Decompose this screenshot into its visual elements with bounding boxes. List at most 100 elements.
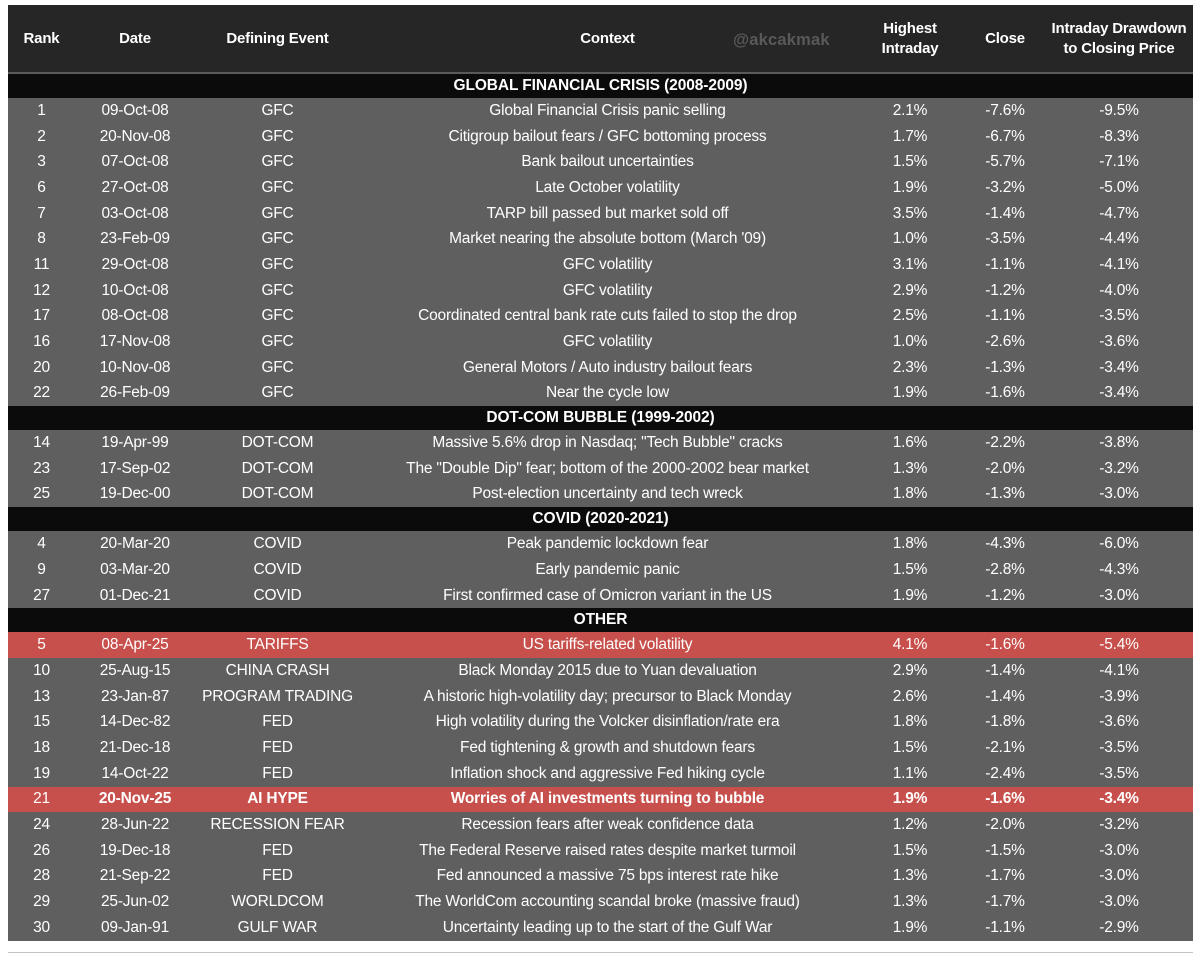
cell-close: -1.5% bbox=[965, 837, 1045, 864]
cell-close: -3.5% bbox=[965, 226, 1045, 253]
cell-context: GFC volatility bbox=[360, 329, 855, 355]
cell-rank: 8 bbox=[8, 226, 75, 253]
table-row: 2 20-Nov-08 GFC Citigroup bailout fears / G… bbox=[8, 123, 1193, 150]
cell-date: 29-Oct-08 bbox=[75, 252, 195, 278]
cell-date: 07-Oct-08 bbox=[75, 149, 195, 176]
cell-date: 09-Jan-91 bbox=[75, 914, 195, 941]
cell-intraday: 3.1% bbox=[855, 252, 965, 278]
cell-context: Black Monday 2015 due to Yuan devaluatio… bbox=[360, 658, 855, 684]
cell-intraday: 2.9% bbox=[855, 658, 965, 684]
cell-rank: 4 bbox=[8, 531, 75, 557]
cell-event: GFC bbox=[195, 98, 360, 124]
drawdown-table-container: Rank Date Defining Event Context Highest Int… bbox=[8, 5, 1193, 941]
cell-context: General Motors / Auto industry bailout f… bbox=[360, 354, 855, 381]
cell-drawdown: -3.0% bbox=[1045, 863, 1193, 890]
cell-intraday: 1.3% bbox=[855, 863, 965, 890]
cell-rank: 27 bbox=[8, 582, 75, 609]
cell-rank: 17 bbox=[8, 303, 75, 330]
cell-intraday: 1.1% bbox=[855, 760, 965, 787]
cell-event: FED bbox=[195, 709, 360, 736]
cell-drawdown: -9.5% bbox=[1045, 98, 1193, 124]
cell-rank: 7 bbox=[8, 200, 75, 227]
cell-date: 20-Mar-20 bbox=[75, 531, 195, 557]
cell-close: -1.3% bbox=[965, 481, 1045, 508]
cell-close: -1.6% bbox=[965, 632, 1045, 659]
table-row: 25 19-Dec-00 DOT-COM Post-election uncertai… bbox=[8, 481, 1193, 508]
cell-date: 17-Sep-02 bbox=[75, 455, 195, 482]
table-row: 4 20-Mar-20 COVID Peak pandemic lockdown fe… bbox=[8, 531, 1193, 557]
cell-context: Inflation shock and aggressive Fed hikin… bbox=[360, 760, 855, 787]
cell-intraday: 2.6% bbox=[855, 683, 965, 710]
cell-intraday: 1.7% bbox=[855, 123, 965, 150]
cell-intraday: 1.3% bbox=[855, 455, 965, 482]
table-row: 24 28-Jun-22 RECESSION FEAR Recession fears… bbox=[8, 812, 1193, 838]
cell-close: -1.8% bbox=[965, 709, 1045, 736]
cell-rank: 14 bbox=[8, 430, 75, 456]
cell-drawdown: -3.0% bbox=[1045, 582, 1193, 609]
cell-close: -6.7% bbox=[965, 123, 1045, 150]
cell-context: Fed tightening & growth and shutdown fea… bbox=[360, 735, 855, 761]
cell-context: Uncertainty leading up to the start of t… bbox=[360, 914, 855, 941]
table-row: 3 07-Oct-08 GFC Bank bailout uncertainties 1… bbox=[8, 149, 1193, 176]
cell-event: COVID bbox=[195, 557, 360, 583]
cell-rank: 12 bbox=[8, 277, 75, 304]
cell-intraday: 2.3% bbox=[855, 354, 965, 381]
cell-event: COVID bbox=[195, 582, 360, 609]
cell-close: -1.6% bbox=[965, 380, 1045, 407]
table-row: 1 09-Oct-08 GFC Global Financial Crisis pan… bbox=[8, 98, 1193, 124]
cell-date: 03-Mar-20 bbox=[75, 557, 195, 583]
cell-drawdown: -3.9% bbox=[1045, 683, 1193, 710]
table-body: GLOBAL FINANCIAL CRISIS (2008-2009) 1 09-O… bbox=[8, 73, 1193, 941]
cell-drawdown: -3.5% bbox=[1045, 303, 1193, 330]
cell-intraday: 1.9% bbox=[855, 380, 965, 407]
table-row: 11 29-Oct-08 GFC GFC volatility 3.1% -1.1% -4.… bbox=[8, 252, 1193, 278]
cell-intraday: 2.9% bbox=[855, 277, 965, 304]
cell-event: FED bbox=[195, 837, 360, 864]
cell-context: GFC volatility bbox=[360, 252, 855, 278]
cell-date: 23-Jan-87 bbox=[75, 683, 195, 710]
cell-close: -1.2% bbox=[965, 277, 1045, 304]
cell-drawdown: -3.8% bbox=[1045, 430, 1193, 456]
cell-intraday: 1.6% bbox=[855, 430, 965, 456]
cell-date: 14-Dec-82 bbox=[75, 709, 195, 736]
cell-event: FED bbox=[195, 735, 360, 761]
cell-event: GFC bbox=[195, 303, 360, 330]
cell-intraday: 1.5% bbox=[855, 149, 965, 176]
cell-event: DOT-COM bbox=[195, 455, 360, 482]
cell-event: FED bbox=[195, 863, 360, 890]
cell-rank: 30 bbox=[8, 914, 75, 941]
cell-context: Worries of AI investments turning to bub… bbox=[360, 786, 855, 813]
cell-event: GFC bbox=[195, 175, 360, 201]
cell-rank: 16 bbox=[8, 329, 75, 355]
col-header-close: Close bbox=[965, 5, 1045, 74]
cell-context: US tariffs-related volatility bbox=[360, 632, 855, 659]
cell-rank: 24 bbox=[8, 812, 75, 838]
cell-event: GFC bbox=[195, 380, 360, 407]
cell-context: The "Double Dip" fear; bottom of the 200… bbox=[360, 455, 855, 482]
cell-date: 26-Feb-09 bbox=[75, 380, 195, 407]
cell-date: 25-Jun-02 bbox=[75, 889, 195, 915]
cell-date: 09-Oct-08 bbox=[75, 98, 195, 124]
cell-context: Early pandemic panic bbox=[360, 557, 855, 583]
cell-rank: 9 bbox=[8, 557, 75, 583]
cell-intraday: 1.5% bbox=[855, 557, 965, 583]
table-row: 9 03-Mar-20 COVID Early pandemic panic 1.5% -… bbox=[8, 557, 1193, 583]
cell-drawdown: -3.2% bbox=[1045, 812, 1193, 838]
cell-close: -1.3% bbox=[965, 354, 1045, 381]
cell-event: GFC bbox=[195, 200, 360, 227]
col-header-context: Context bbox=[360, 5, 855, 74]
cell-date: 20-Nov-25 bbox=[75, 786, 195, 813]
cell-drawdown: -4.4% bbox=[1045, 226, 1193, 253]
col-header-defining-event: Defining Event bbox=[195, 5, 360, 74]
cell-intraday: 1.8% bbox=[855, 481, 965, 508]
cell-close: -1.7% bbox=[965, 863, 1045, 890]
cell-context: Coordinated central bank rate cuts faile… bbox=[360, 303, 855, 330]
table-row: 23 17-Sep-02 DOT-COM The "Double Dip" fear;… bbox=[8, 455, 1193, 482]
table-row: 13 23-Jan-87 PROGRAM TRADING A historic hig… bbox=[8, 683, 1193, 710]
cell-close: -3.2% bbox=[965, 175, 1045, 201]
cell-context: GFC volatility bbox=[360, 277, 855, 304]
cell-event: GFC bbox=[195, 277, 360, 304]
cell-context: Citigroup bailout fears / GFC bottoming … bbox=[360, 123, 855, 150]
cell-drawdown: -3.5% bbox=[1045, 760, 1193, 787]
table-row: 26 19-Dec-18 FED The Federal Reserve raised… bbox=[8, 837, 1193, 864]
